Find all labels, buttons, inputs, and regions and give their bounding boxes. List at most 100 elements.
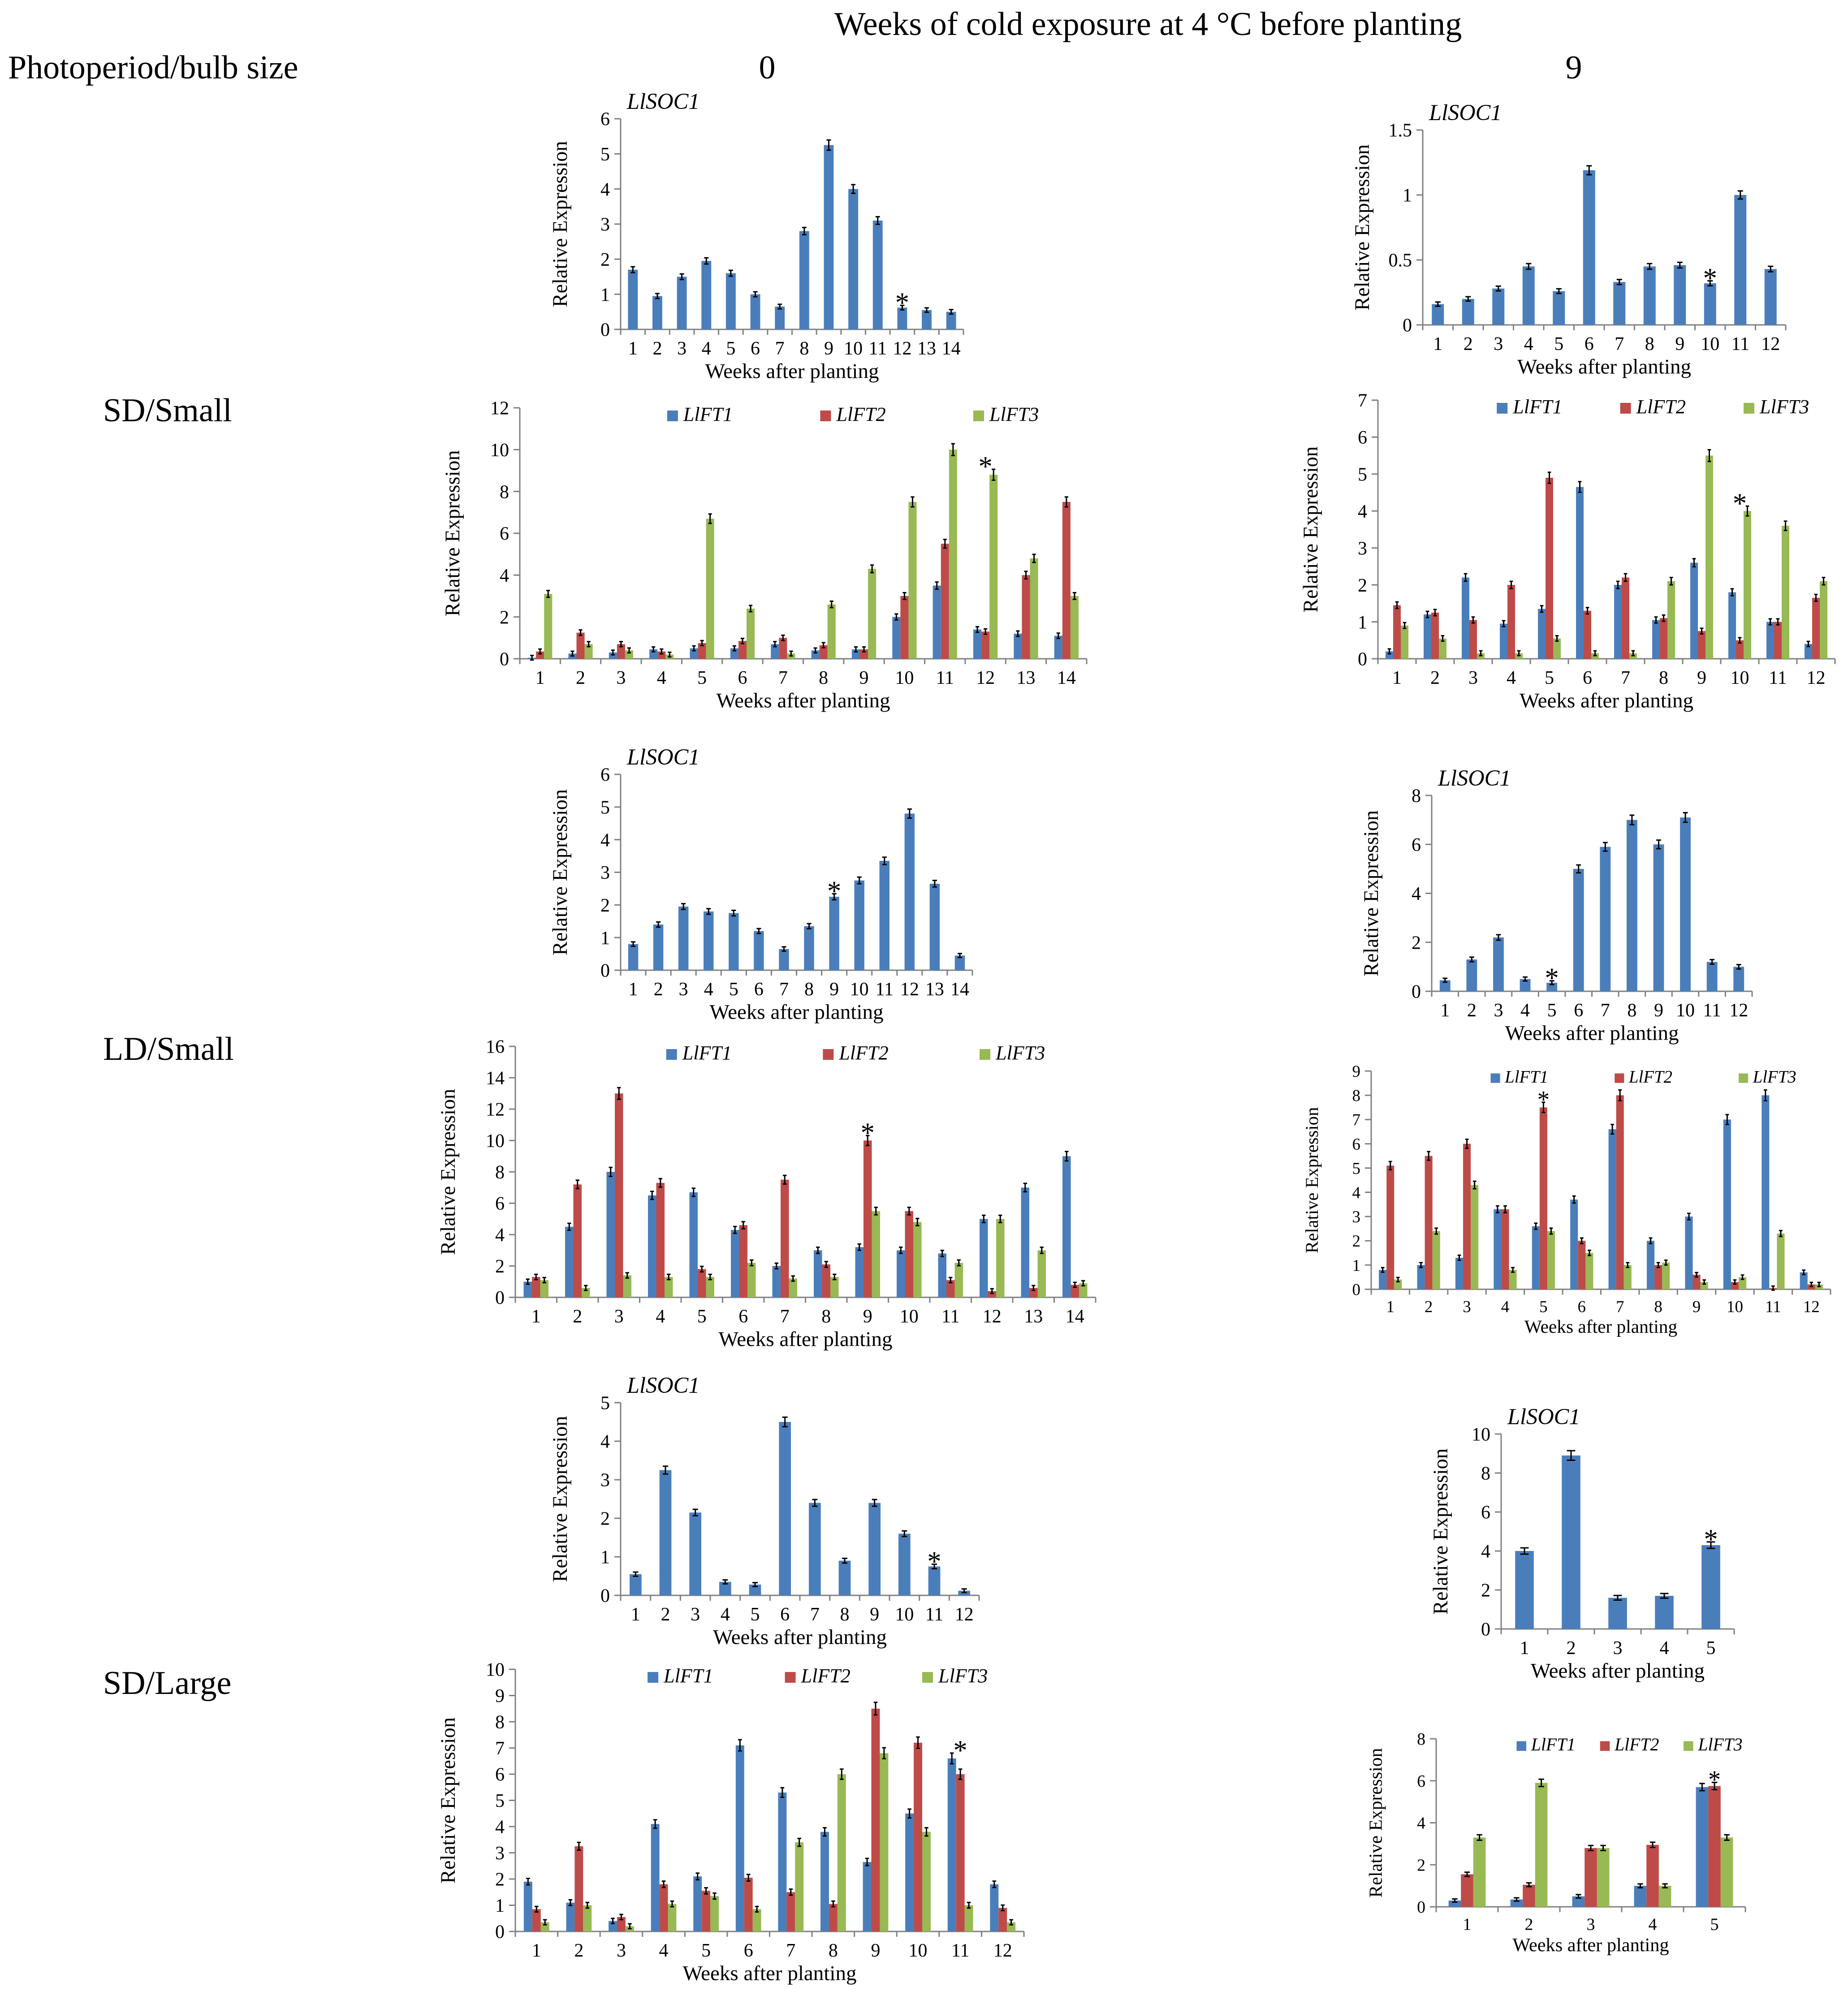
x-tick-label: 1: [629, 979, 638, 1000]
error-bar: [670, 1900, 674, 1908]
bar-llft2-week-3: [615, 1093, 623, 1297]
bar-llft3-week-7: [789, 1279, 797, 1297]
error-bar: [1677, 261, 1683, 269]
bar-llft1-week-10: [905, 1813, 914, 1931]
x-tick-label: 7: [779, 979, 789, 1000]
x-tick-label: 12: [893, 338, 911, 359]
x-tick-label: 9: [1693, 1297, 1701, 1316]
bar-llsoc1-week-3: [689, 1512, 701, 1595]
x-tick-label: 11: [1769, 668, 1787, 688]
error-bar: [1623, 573, 1628, 582]
error-bar: [691, 1187, 695, 1197]
error-bar: [1822, 577, 1826, 586]
legend-swatch-llft3: [973, 410, 984, 421]
error-bar: [1802, 1269, 1806, 1275]
gene-title: LlSOC1: [626, 89, 699, 114]
y-tick-label: 2: [600, 895, 610, 916]
error-bar: [998, 1214, 1002, 1223]
x-tick-label: 8: [1645, 334, 1654, 354]
x-tick-label: 7: [1621, 668, 1630, 688]
error-bar: [543, 1919, 547, 1926]
bar-llft1-week-3: [1462, 577, 1469, 659]
bar-llft1-week-10: [897, 1250, 905, 1297]
bar-llft1-week-14: [1062, 1156, 1071, 1297]
error-bar: [1724, 1834, 1730, 1841]
bar-llft3-week-4: [668, 1904, 677, 1931]
x-tick-label: 5: [729, 979, 738, 1000]
error-bar: [1586, 165, 1592, 176]
y-tick-label: 2: [600, 1509, 610, 1529]
bar-llft2-week-5: [698, 1269, 706, 1297]
error-bar: [627, 647, 631, 654]
bar-llft3-week-5: [1720, 1837, 1733, 1907]
error-bar: [958, 1768, 963, 1780]
error-bar: [1009, 1919, 1013, 1926]
error-bar: [741, 1221, 745, 1230]
error-bar: [1669, 577, 1673, 586]
x-tick-label: 5: [701, 1940, 711, 1961]
error-bar: [821, 642, 825, 648]
error-bar: [542, 1277, 546, 1283]
x-tick-label: 4: [1520, 1000, 1530, 1021]
bar-llft1-week-1: [1379, 1270, 1387, 1289]
row-label-header: Photoperiod/bulb size: [8, 49, 298, 86]
bar-llft2-week-4: [656, 1183, 665, 1297]
x-tick-label: 1: [1440, 1000, 1450, 1021]
bar-llsoc1-week-1: [628, 944, 639, 970]
error-bar: [932, 880, 937, 888]
bar-llft1-week-12: [980, 1219, 988, 1297]
y-tick-label: 2: [1481, 1581, 1490, 1601]
y-tick-label: 2: [600, 250, 610, 270]
bar-llft1-week-4: [1634, 1886, 1647, 1907]
error-bar: [756, 928, 761, 934]
bar-llft1-week-8: [820, 1832, 829, 1931]
error-bar: [1016, 630, 1020, 637]
y-tick-label: 4: [1352, 1183, 1360, 1201]
bar-llft1-week-4: [648, 1195, 656, 1297]
bar-llft2-week-6: [1584, 610, 1591, 659]
bar-llsoc1-week-1: [628, 269, 638, 329]
error-bar: [1578, 481, 1582, 493]
legend-swatch-llft1: [667, 410, 678, 421]
error-bar: [1024, 570, 1028, 580]
error-bar: [1538, 1778, 1544, 1788]
bar-llft1-week-4: [649, 649, 658, 659]
y-tick-label: 0: [500, 649, 509, 670]
y-tick-label: 8: [500, 482, 509, 502]
bar-llsoc1-week-11: [879, 861, 889, 970]
x-tick-label: 6: [744, 1940, 753, 1961]
bar-llsoc1-week-11: [928, 1566, 941, 1595]
error-bar: [1662, 614, 1666, 622]
bar-llft3-week-1: [544, 594, 553, 659]
bar-llft2-week-5: [1546, 478, 1553, 659]
error-bar: [865, 1858, 869, 1866]
bar-llft3-week-10: [1739, 1277, 1747, 1289]
bar-llsoc1-week-1: [1439, 980, 1451, 991]
legend-label-llft3: LlFT3: [995, 1042, 1045, 1064]
error-bar: [1464, 1871, 1470, 1877]
error-bar: [611, 649, 615, 656]
significance-star: *: [1708, 1766, 1721, 1794]
x-tick-label: 8: [821, 1306, 831, 1327]
y-tick-label: 10: [1472, 1425, 1490, 1445]
x-tick-label: 5: [1710, 1915, 1719, 1934]
error-bar: [750, 1259, 754, 1266]
row-label-sd-small: SD/Small: [103, 392, 232, 429]
bar-llft3-week-1: [540, 1280, 548, 1297]
error-bar: [1023, 1183, 1027, 1192]
bar-llft2-week-8: [829, 1904, 838, 1931]
y-tick-label: 3: [495, 1843, 505, 1864]
error-bar: [1514, 1897, 1520, 1902]
error-bar: [609, 1166, 613, 1177]
y-tick-label: 10: [486, 1660, 505, 1681]
error-bar: [1700, 627, 1704, 635]
bar-llft2-week-4: [1646, 1845, 1659, 1907]
error-bar: [630, 941, 636, 947]
bar-llft2-week-4: [659, 1884, 668, 1931]
error-bar: [535, 1905, 539, 1913]
x-tick-label: 9: [824, 338, 833, 359]
error-bar: [1588, 1845, 1594, 1851]
error-bar: [1517, 650, 1521, 657]
